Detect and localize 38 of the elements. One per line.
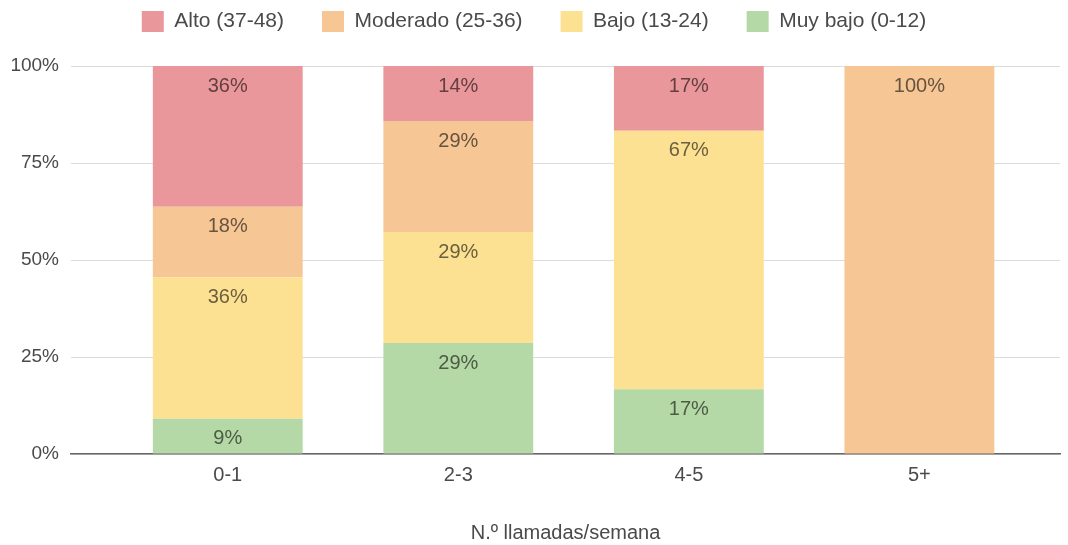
x-tick-label: 0-1 — [213, 462, 243, 485]
bar — [152, 206, 303, 278]
bar — [844, 66, 995, 454]
y-tick-label: 25% — [20, 345, 60, 367]
x-tick-label: 5+ — [907, 462, 931, 485]
bar — [383, 232, 534, 344]
data-label: 29% — [438, 128, 479, 151]
bar — [383, 66, 534, 122]
bar — [383, 121, 534, 233]
bar — [152, 277, 303, 419]
data-label: 29% — [438, 239, 479, 262]
data-label: 67% — [668, 138, 710, 161]
bar — [152, 66, 303, 207]
data-label: 18% — [207, 214, 248, 237]
y-tick-label: 50% — [20, 248, 60, 270]
y-tick-label: 100% — [10, 54, 60, 76]
y-tick-label: 0% — [31, 442, 60, 464]
data-label: 14% — [438, 73, 479, 96]
x-tick-label: 2-3 — [443, 462, 473, 485]
data-label: 36% — [207, 284, 248, 307]
x-axis-title: N.º llamadas/semana — [470, 520, 662, 543]
data-label: 36% — [207, 73, 248, 96]
bar — [613, 130, 764, 390]
data-label: 29% — [438, 350, 479, 373]
x-tick-label: 4-5 — [674, 462, 704, 485]
y-tick-label: 75% — [20, 151, 60, 173]
legend-label: Moderado (25-36) — [354, 8, 523, 32]
data-label: 17% — [668, 73, 710, 96]
legend-label: Muy bajo (0-12) — [779, 8, 927, 32]
bar — [613, 66, 764, 131]
bar — [152, 418, 303, 454]
data-label: 100% — [893, 73, 946, 96]
data-label: 9% — [213, 426, 243, 449]
bar — [613, 389, 764, 454]
legend-label: Bajo (13-24) — [593, 8, 709, 32]
data-label: 17% — [668, 396, 710, 419]
legend-label: Alto (37-48) — [174, 8, 284, 32]
bar — [383, 343, 534, 454]
